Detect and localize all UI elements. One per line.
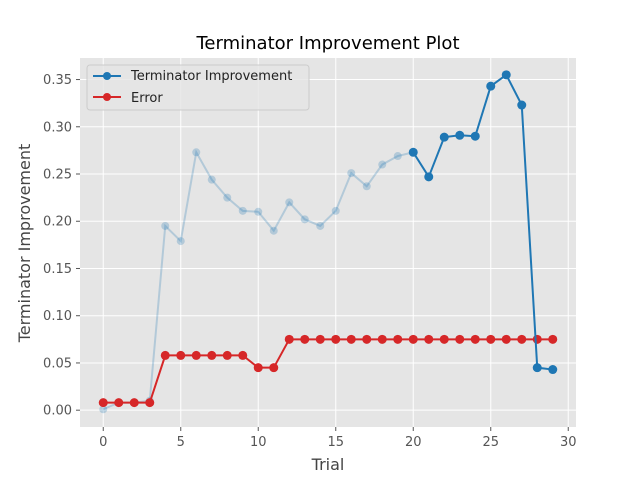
point-error	[501, 334, 511, 344]
legend-label-terminator-improvement: Terminator Improvement	[130, 69, 292, 84]
point-terminator-improvement-faded	[393, 152, 402, 161]
point-terminator-improvement	[501, 70, 511, 80]
point-terminator-improvement	[548, 365, 558, 375]
y-tick-label: 0.20	[43, 215, 72, 230]
grid	[80, 58, 576, 427]
x-axis-label: Trial	[311, 455, 345, 474]
point-error	[129, 398, 139, 408]
point-terminator-improvement-faded	[285, 198, 294, 207]
legend: Terminator Improvement Error	[86, 64, 310, 111]
point-error	[455, 334, 465, 344]
point-error	[238, 350, 248, 360]
y-tick-label: 0.00	[43, 404, 72, 419]
y-tick-label: 0.25	[43, 168, 72, 183]
point-error	[486, 334, 496, 344]
point-error	[346, 334, 356, 344]
point-terminator-improvement-faded	[269, 226, 278, 235]
point-terminator-improvement-faded	[238, 206, 247, 215]
x-axis-ticks: 0 5 10 15 20 25 30	[99, 427, 577, 450]
point-terminator-improvement	[532, 363, 542, 373]
point-error	[114, 398, 124, 408]
point-terminator-improvement-faded	[207, 175, 216, 184]
point-terminator-improvement-faded	[99, 405, 108, 414]
x-tick-label: 25	[482, 435, 499, 450]
legend-marker-error	[103, 93, 111, 101]
x-tick-label: 15	[327, 435, 344, 450]
point-error	[331, 334, 341, 344]
y-axis-label: Terminator Improvement	[15, 144, 34, 344]
point-error	[300, 334, 310, 344]
plot-background	[80, 58, 576, 427]
point-error	[517, 334, 527, 344]
y-tick-label: 0.30	[43, 120, 72, 135]
y-tick-label: 0.35	[43, 73, 72, 88]
point-error	[439, 334, 449, 344]
point-error	[222, 350, 232, 360]
point-terminator-improvement	[455, 130, 465, 140]
point-error	[253, 363, 263, 373]
series-line-terminator-improvement	[412, 73, 553, 371]
point-terminator-improvement-faded	[362, 182, 371, 191]
point-error	[284, 334, 294, 344]
point-terminator-improvement-faded	[378, 160, 387, 169]
point-terminator-improvement-faded	[161, 221, 170, 230]
legend-marker-terminator-improvement	[103, 72, 111, 80]
x-tick-label: 20	[405, 435, 422, 450]
y-tick-label: 0.10	[43, 309, 72, 324]
point-error	[176, 350, 186, 360]
point-error	[548, 334, 558, 344]
point-error	[160, 350, 170, 360]
x-tick-label: 10	[250, 435, 267, 450]
point-error	[315, 334, 325, 344]
series-layer	[98, 70, 558, 414]
point-terminator-improvement-faded	[176, 237, 185, 246]
chart-title: Terminator Improvement Plot	[196, 33, 460, 54]
point-terminator-improvement	[424, 172, 434, 182]
legend-box	[86, 64, 310, 111]
point-error	[470, 334, 480, 344]
point-error	[145, 398, 155, 408]
point-terminator-improvement	[486, 81, 496, 91]
x-tick-label: 0	[99, 435, 107, 450]
point-error	[98, 398, 108, 408]
point-error	[377, 334, 387, 344]
point-error	[362, 334, 372, 344]
y-axis-ticks: 0.00 0.05 0.10 0.15 0.20 0.25 0.30 0.35	[43, 73, 80, 419]
point-terminator-improvement	[408, 147, 418, 157]
point-terminator-improvement-faded	[254, 207, 263, 216]
point-error	[532, 334, 542, 344]
x-tick-label: 30	[560, 435, 577, 450]
point-terminator-improvement	[439, 132, 449, 142]
point-terminator-improvement-faded	[192, 148, 201, 157]
point-error	[207, 350, 217, 360]
point-terminator-improvement-faded	[316, 221, 325, 230]
series-line-terminator-improvement-faded	[102, 149, 414, 411]
point-error	[424, 334, 434, 344]
x-tick-label: 5	[177, 435, 185, 450]
point-terminator-improvement	[517, 100, 527, 110]
point-error	[408, 334, 418, 344]
point-error	[269, 363, 279, 373]
point-error	[393, 334, 403, 344]
legend-label-error: Error	[131, 91, 163, 106]
point-error	[191, 350, 201, 360]
y-tick-label: 0.05	[43, 356, 72, 371]
point-terminator-improvement-faded	[300, 215, 309, 224]
point-terminator-improvement-faded	[223, 193, 232, 202]
point-terminator-improvement-faded	[347, 169, 356, 178]
point-terminator-improvement	[470, 131, 480, 141]
y-tick-label: 0.15	[43, 262, 72, 277]
point-terminator-improvement-faded	[331, 206, 340, 215]
